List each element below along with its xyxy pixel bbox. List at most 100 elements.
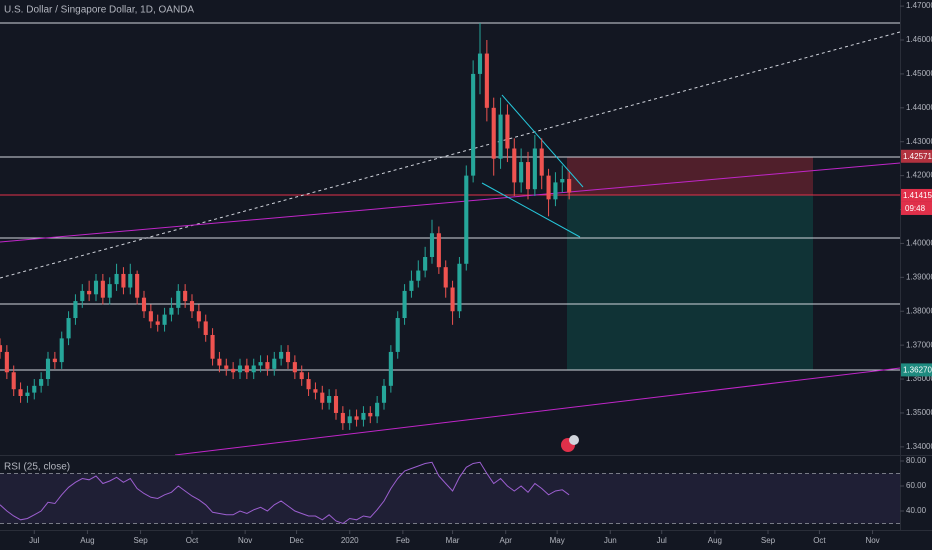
candle-body [491, 107, 496, 159]
candle-body [18, 389, 23, 397]
candle-body [285, 351, 291, 363]
candle-body [45, 358, 51, 380]
y-tick-label: 1.35000 [906, 408, 932, 417]
candle-body [347, 416, 352, 424]
price-tag [901, 363, 932, 377]
candle-body [217, 358, 222, 366]
rsi-band [0, 473, 900, 524]
y-tick-label: 1.42000 [906, 171, 932, 180]
candle-body [196, 311, 201, 322]
candle-body [567, 179, 572, 193]
wedge-line [501, 94, 584, 188]
x-tick-label: Sep [133, 536, 148, 545]
y-tick-label: 1.37000 [906, 340, 932, 349]
x-tick-label: Oct [813, 536, 826, 545]
candle-body [244, 365, 249, 373]
candle-body [443, 267, 448, 288]
x-tick-label: Aug [708, 536, 722, 545]
candle-body [429, 233, 435, 257]
candle-body [436, 233, 441, 268]
x-tick-label: Nov [865, 536, 879, 545]
candle-body [32, 385, 37, 393]
price-tag [901, 149, 932, 163]
candle-body [231, 368, 236, 373]
y-tick-label: 1.45000 [906, 69, 932, 78]
candle-body [80, 290, 85, 302]
x-tick-label: Jul [657, 536, 667, 545]
x-tick-label: Sep [761, 536, 776, 545]
target-zone [567, 195, 813, 370]
candle-body [279, 351, 284, 359]
rsi-title: RSI (25, close) [4, 462, 70, 473]
candle-body [148, 311, 153, 322]
candle-body [519, 162, 524, 183]
price-tag-label: 1.36270 [903, 366, 932, 375]
candle-body [368, 412, 373, 417]
candle-body [203, 321, 208, 335]
x-tick-label: Apr [499, 536, 512, 545]
candle-body [299, 372, 304, 380]
y-tick-label: 1.47000 [906, 1, 932, 10]
candle-body [402, 290, 407, 319]
candle-body [87, 290, 92, 295]
drawings [0, 22, 901, 456]
candle-body [532, 148, 537, 190]
candle-body [292, 362, 297, 373]
candle-body [258, 362, 263, 366]
candle-body [388, 351, 393, 386]
candle-body [39, 379, 44, 386]
price-tag-label: 1.42571 [903, 152, 932, 161]
countdown-tag [901, 201, 932, 215]
x-tick-label: Feb [396, 536, 410, 545]
candle-body [11, 372, 16, 390]
candle-body [484, 53, 489, 108]
candle-body [128, 273, 133, 288]
candle-body [423, 256, 428, 271]
candle-body [169, 307, 174, 315]
candle-body [512, 148, 517, 183]
trend-line [174, 367, 901, 456]
candle-body [553, 182, 558, 200]
x-tick-label: Nov [238, 536, 252, 545]
candle-body [114, 273, 119, 285]
candle-body [539, 148, 544, 176]
rsi-line [0, 461, 570, 525]
candle-body [381, 385, 387, 403]
x-tick-label: Oct [186, 536, 199, 545]
price-tag-label: 1.41415 [903, 191, 932, 200]
x-tick-label: Jun [604, 536, 617, 545]
candle-body [224, 365, 229, 369]
rsi-y-tick-label: 60.00 [906, 481, 927, 490]
candle-body [457, 263, 462, 312]
y-tick-label: 1.40000 [906, 239, 932, 248]
candle-body [471, 73, 476, 176]
candle-body [265, 362, 270, 369]
y-tick-label: 1.46000 [906, 35, 932, 44]
candle-body [237, 365, 243, 373]
y-tick-label: 1.36000 [906, 374, 932, 383]
candle-body [354, 416, 359, 420]
x-tick-label: Dec [289, 536, 303, 545]
candle-body [313, 389, 318, 393]
candle-body [135, 273, 140, 298]
x-tick-label: Jul [29, 536, 39, 545]
candle-body [546, 175, 551, 200]
candle-body [141, 297, 147, 312]
candle-body [210, 334, 215, 359]
price-tag [901, 188, 932, 202]
x-tick-label: May [550, 536, 565, 545]
candle-body [155, 321, 160, 325]
event-icon[interactable] [569, 435, 579, 445]
wedge-line [481, 182, 581, 238]
candle-body [107, 284, 112, 298]
candle-body [525, 162, 531, 190]
candle-body [464, 175, 469, 264]
candle-body [183, 290, 188, 302]
candle-body [189, 301, 195, 312]
y-tick-label: 1.38000 [906, 306, 932, 315]
y-tick-label: 1.44000 [906, 103, 932, 112]
candle-body [73, 301, 78, 319]
candle-body [450, 287, 455, 312]
